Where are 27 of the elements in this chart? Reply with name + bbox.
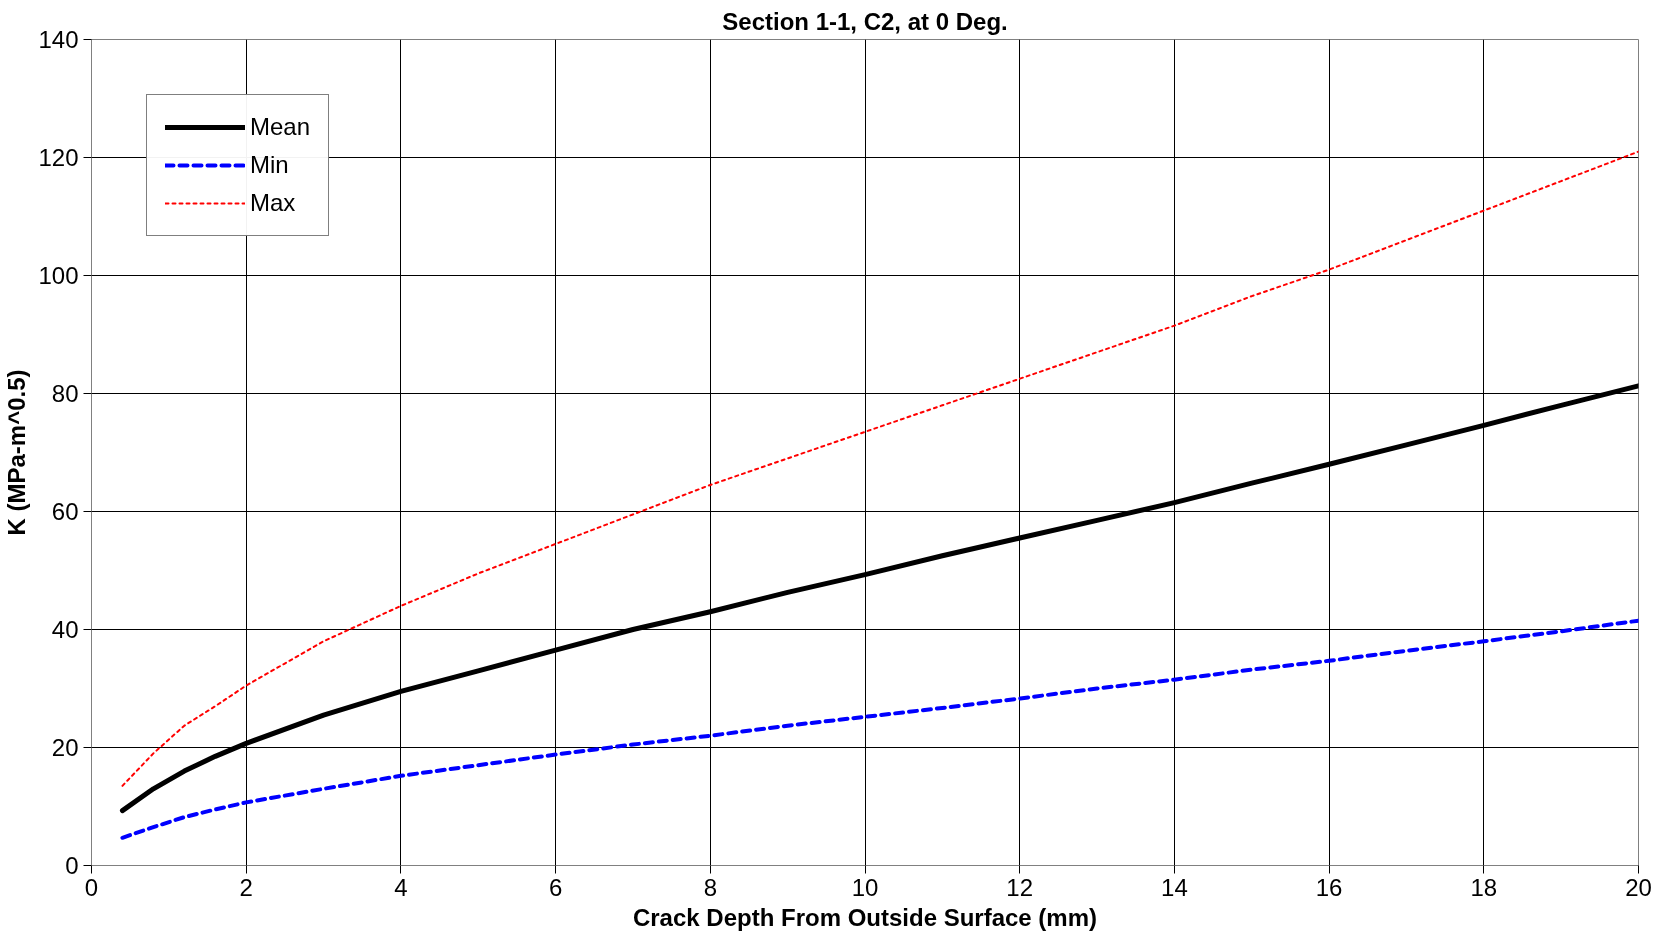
x-tick-label: 20 (1625, 873, 1652, 901)
x-axis-title: Crack Depth From Outside Surface (mm) (632, 903, 1098, 931)
legend-label: Mean (250, 113, 311, 141)
y-axis-title: K (MPa-m^0.5) (3, 369, 31, 536)
x-tick-label: 8 (703, 873, 717, 901)
x-tick-label: 0 (84, 873, 99, 901)
x-tick-label: 16 (1315, 873, 1343, 901)
legend-label: Min (250, 151, 289, 179)
y-tick-label: 140 (38, 26, 79, 53)
y-tick-label: 40 (51, 616, 79, 643)
x-tick-label: 4 (394, 873, 408, 901)
y-tick-label: 100 (38, 262, 79, 289)
y-tick-label: 60 (51, 498, 79, 525)
line-series (120, 618, 1639, 840)
x-tick-label: 2 (239, 873, 253, 901)
x-tick-label: 14 (1161, 873, 1188, 901)
y-tick-label: 120 (38, 144, 79, 171)
line-series (121, 150, 1639, 787)
y-tick-label: 20 (51, 734, 79, 761)
legend-label: Max (250, 189, 296, 217)
chart-title: Section 1-1, C2, at 0 Deg. (722, 7, 1008, 35)
y-tick-label: 0 (65, 852, 79, 879)
x-tick-label: 10 (851, 873, 879, 901)
y-tick-label: 80 (51, 380, 79, 407)
x-tick-label: 18 (1470, 873, 1498, 901)
x-tick-label: 6 (548, 873, 563, 901)
x-tick-label: 12 (1006, 873, 1034, 901)
